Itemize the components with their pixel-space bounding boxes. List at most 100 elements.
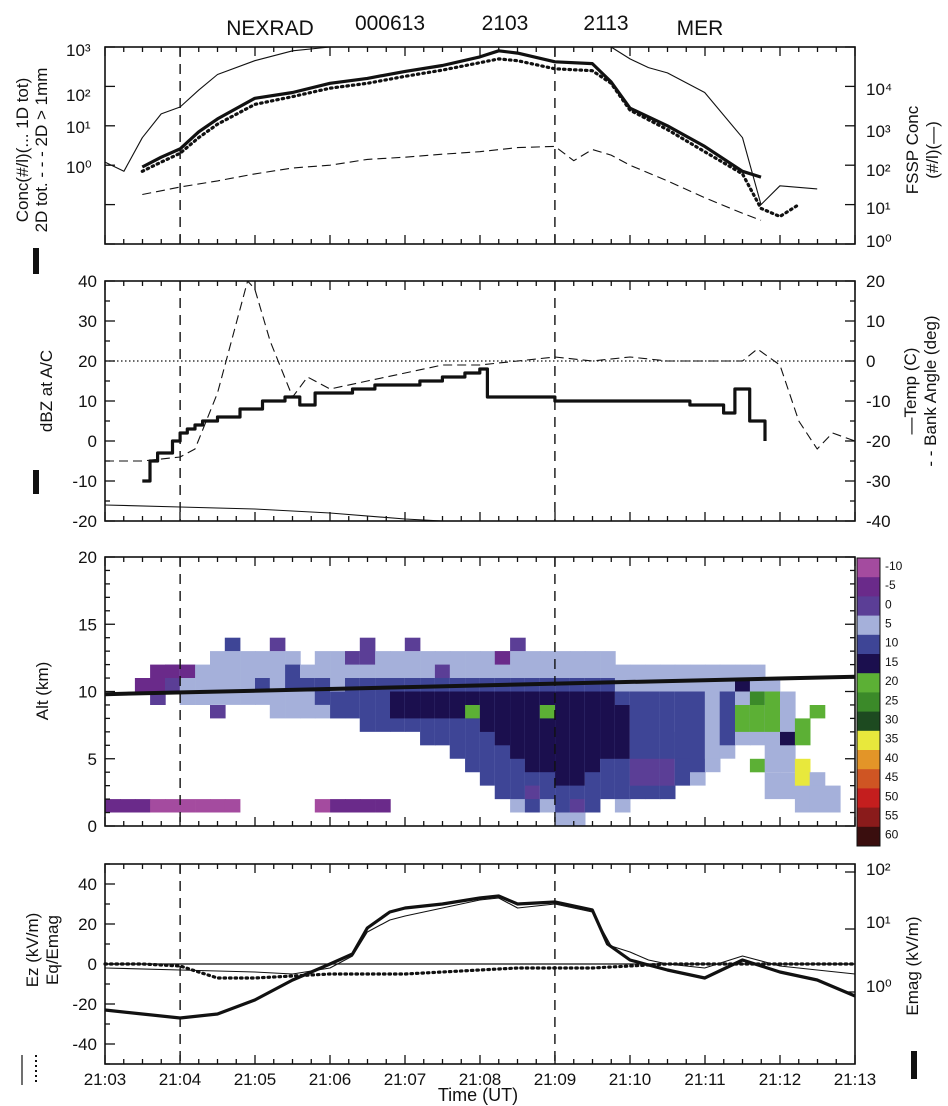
radar-cell — [179, 664, 196, 678]
bank-ylabel: - - Bank Angle (deg) — [921, 315, 940, 466]
emag-legend-mark — [911, 1051, 917, 1079]
colorbar-label: -10 — [885, 559, 903, 573]
radar-cell — [314, 678, 331, 705]
colorbar-swatch — [857, 558, 880, 578]
efield-series-thick — [104, 894, 856, 1020]
efield-series — [103, 894, 857, 1020]
colorbar-label: 0 — [885, 597, 892, 611]
alt-tick-label: 0 — [88, 817, 97, 836]
radar-cell — [195, 799, 211, 813]
temp-tick-label: 10 — [866, 312, 885, 331]
radar-cell — [210, 651, 226, 705]
dbz-legend-mark — [33, 470, 39, 494]
radar-cell — [479, 691, 496, 732]
alt-tick-label: 20 — [78, 548, 97, 567]
concentration-left-ticklabels: 10³ 10² 10¹ 10⁰ — [66, 41, 92, 177]
conc-legend-mark — [33, 248, 39, 274]
colorbar-swatch — [857, 596, 880, 616]
radar-cell — [375, 678, 391, 732]
efield-tick-label: 20 — [78, 915, 97, 934]
radar-ylabel: Alt (km) — [33, 662, 52, 721]
radar-cells — [105, 637, 841, 826]
radar-cell — [224, 637, 241, 652]
time-tick-label: 21:11 — [684, 1070, 725, 1089]
conc-right-tick-4: 10⁴ — [866, 80, 892, 99]
radar-cell — [165, 799, 181, 813]
concentration-ticks — [104, 46, 856, 245]
radar-cell — [764, 772, 781, 800]
colorbar-swatch — [857, 788, 880, 808]
temp-tick-label: 20 — [866, 272, 885, 291]
dbz-tick-label: -10 — [72, 472, 97, 491]
radar-cell — [345, 651, 361, 665]
conc-right-tick-1: 10¹ — [866, 199, 891, 218]
alt-tick-label: 15 — [78, 615, 97, 634]
reflectivity-series-dashed — [105, 280, 856, 462]
conc-series-dotted — [140, 57, 801, 219]
concentration-left-ylabel: Conc(#/l)(... 1D tot) 2D tot. - - - 2D >… — [13, 68, 51, 233]
efield-series-thin — [104, 897, 856, 975]
radar-ytick-labels: 0 5 10 15 20 — [78, 548, 97, 836]
conc-series-thin — [104, 46, 818, 206]
efield-left-ticklabels: -40 -20 0 20 40 — [72, 875, 97, 1054]
radar-cell — [165, 664, 181, 678]
dbz-tick-label: 20 — [78, 352, 97, 371]
radar-cell — [210, 705, 226, 719]
radar-cell — [179, 799, 196, 813]
radar-cell — [735, 664, 751, 746]
alt-tick-label: 10 — [78, 683, 97, 702]
radar-cell — [809, 785, 826, 800]
conc-right-tick-2: 10² — [866, 161, 891, 180]
radar-cell — [749, 705, 766, 732]
colorbar-label: -5 — [885, 578, 896, 592]
radar-cell — [105, 799, 121, 813]
radar-cell — [510, 691, 526, 759]
concentration-frame — [104, 46, 856, 245]
colorbar-swatch — [857, 673, 880, 693]
radar-cell — [134, 799, 151, 813]
radar-cell — [404, 637, 421, 652]
temp-ylabel: —Temp (C) — [901, 348, 920, 435]
radar-cell — [345, 799, 361, 813]
concentration-series — [104, 46, 818, 221]
efield-right-tick-0: 10⁰ — [866, 977, 892, 996]
reflectivity-series-thick-step — [142, 367, 767, 483]
radar-cell — [150, 664, 166, 692]
radar-cell — [719, 691, 736, 746]
time-tick-label: 21:05 — [234, 1070, 277, 1089]
radar-cell — [285, 664, 301, 692]
radar-cell — [224, 799, 241, 813]
efield-ticks — [104, 863, 856, 1065]
reflectivity-ticks — [104, 280, 856, 522]
colorbar-swatch — [857, 826, 880, 847]
radar-cell — [330, 691, 346, 719]
time-tick-label: 21:04 — [159, 1070, 202, 1089]
concentration-right-ylabel: FSSP Conc (#/l)(—) — [903, 105, 942, 194]
radar-cell — [210, 799, 226, 813]
radar-cell — [240, 651, 256, 705]
conc-ylabel-line2: 2D tot. - - - 2D > 1mm — [32, 68, 51, 233]
conc-series-thick — [141, 49, 762, 179]
radar-cell — [629, 758, 646, 786]
conc-series-dashed — [142, 145, 762, 221]
temp-tick-label: -10 — [866, 392, 891, 411]
radar-cell — [825, 785, 841, 813]
colorbar-swatch — [857, 692, 880, 712]
time-tick-labels: 21:03 21:04 21:05 21:06 21:07 21:08 21:09 21:10… — [84, 1070, 877, 1089]
dbz-ylabel: dBZ at A/C — [37, 350, 56, 432]
efield-right-ylabel: Emag (kV/m) — [903, 916, 922, 1015]
colorbar-label: 40 — [885, 751, 899, 765]
efield-right-ticklabels: 10² 10¹ 10⁰ — [866, 860, 892, 996]
aircraft-track — [104, 674, 856, 697]
radar-cell — [359, 678, 376, 732]
radar-cell — [314, 799, 331, 813]
alt-ylabel: Alt (km) — [33, 662, 52, 721]
radar-cell — [645, 758, 661, 786]
radar-cell — [539, 705, 556, 719]
colorbar-label: 10 — [885, 636, 899, 650]
dbz-tick-label: 40 — [78, 272, 97, 291]
radar-cell — [359, 799, 376, 813]
time-tick-label: 21:08 — [459, 1070, 502, 1089]
radar-cell — [524, 691, 541, 773]
